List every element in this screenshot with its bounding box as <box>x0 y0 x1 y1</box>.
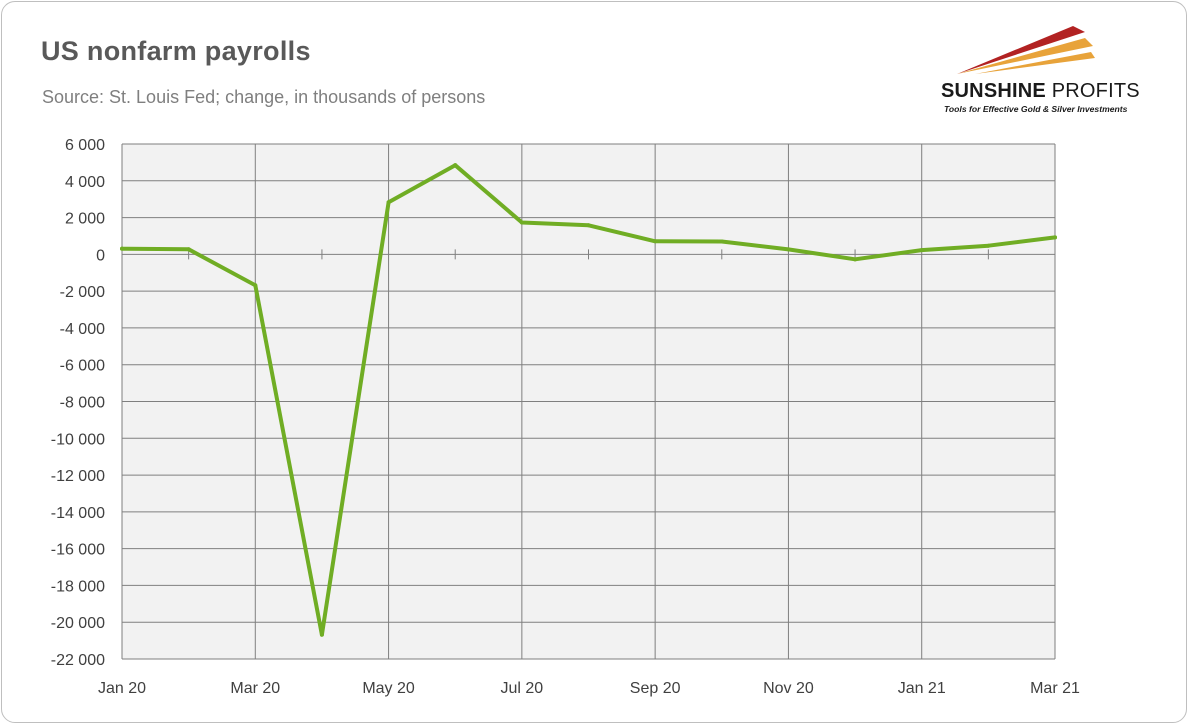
y-tick-label: 6 000 <box>65 137 105 154</box>
data-point <box>519 220 524 225</box>
y-tick-label: -4 000 <box>60 321 105 338</box>
data-point <box>853 257 858 262</box>
data-point <box>253 283 258 288</box>
data-point <box>1053 235 1057 240</box>
data-point <box>919 248 924 253</box>
data-point <box>386 200 391 205</box>
data-point <box>786 247 791 252</box>
data-point <box>319 632 324 637</box>
y-tick-label: 0 <box>96 247 105 264</box>
data-point <box>719 239 724 244</box>
data-point <box>120 246 124 251</box>
x-tick-label: May 20 <box>362 680 415 697</box>
logo-wordmark: SUNSHINE PROFITS <box>941 80 1140 103</box>
y-tick-label: -6 000 <box>60 358 105 375</box>
x-tick-label: Jan 21 <box>898 680 946 697</box>
sun-rays-icon <box>957 26 1095 74</box>
data-point <box>453 163 458 168</box>
data-point <box>186 247 191 252</box>
data-point <box>586 223 591 228</box>
data-point <box>986 243 991 248</box>
logo-name-bold: SUNSHINE <box>941 80 1046 102</box>
y-tick-label: -18 000 <box>51 578 105 595</box>
y-tick-label: -22 000 <box>51 652 105 669</box>
y-tick-label: -10 000 <box>51 431 105 448</box>
y-tick-label: -16 000 <box>51 542 105 559</box>
logo-tagline: Tools for Effective Gold & Silver Invest… <box>944 104 1128 114</box>
x-tick-label: Mar 20 <box>230 680 280 697</box>
x-tick-label: Mar 21 <box>1030 680 1080 697</box>
y-tick-label: 4 000 <box>65 174 105 191</box>
y-tick-label: -12 000 <box>51 468 105 485</box>
x-tick-label: Jul 20 <box>501 680 544 697</box>
data-point <box>653 239 658 244</box>
y-tick-label: 2 000 <box>65 211 105 228</box>
sunshine-profits-logo: SUNSHINE PROFITS Tools for Effective Gol… <box>935 18 1175 118</box>
x-tick-label: Nov 20 <box>763 680 814 697</box>
y-tick-label: -14 000 <box>51 505 105 522</box>
y-tick-label: -2 000 <box>60 284 105 301</box>
chart-title: US nonfarm payrolls <box>41 36 311 66</box>
x-tick-label: Jan 20 <box>98 680 146 697</box>
y-tick-label: -20 000 <box>51 615 105 632</box>
y-tick-label: -8 000 <box>60 395 105 412</box>
x-tick-label: Sep 20 <box>630 680 681 697</box>
chart-subtitle: Source: St. Louis Fed; change, in thousa… <box>42 87 486 107</box>
logo-name-light: PROFITS <box>1051 80 1140 102</box>
